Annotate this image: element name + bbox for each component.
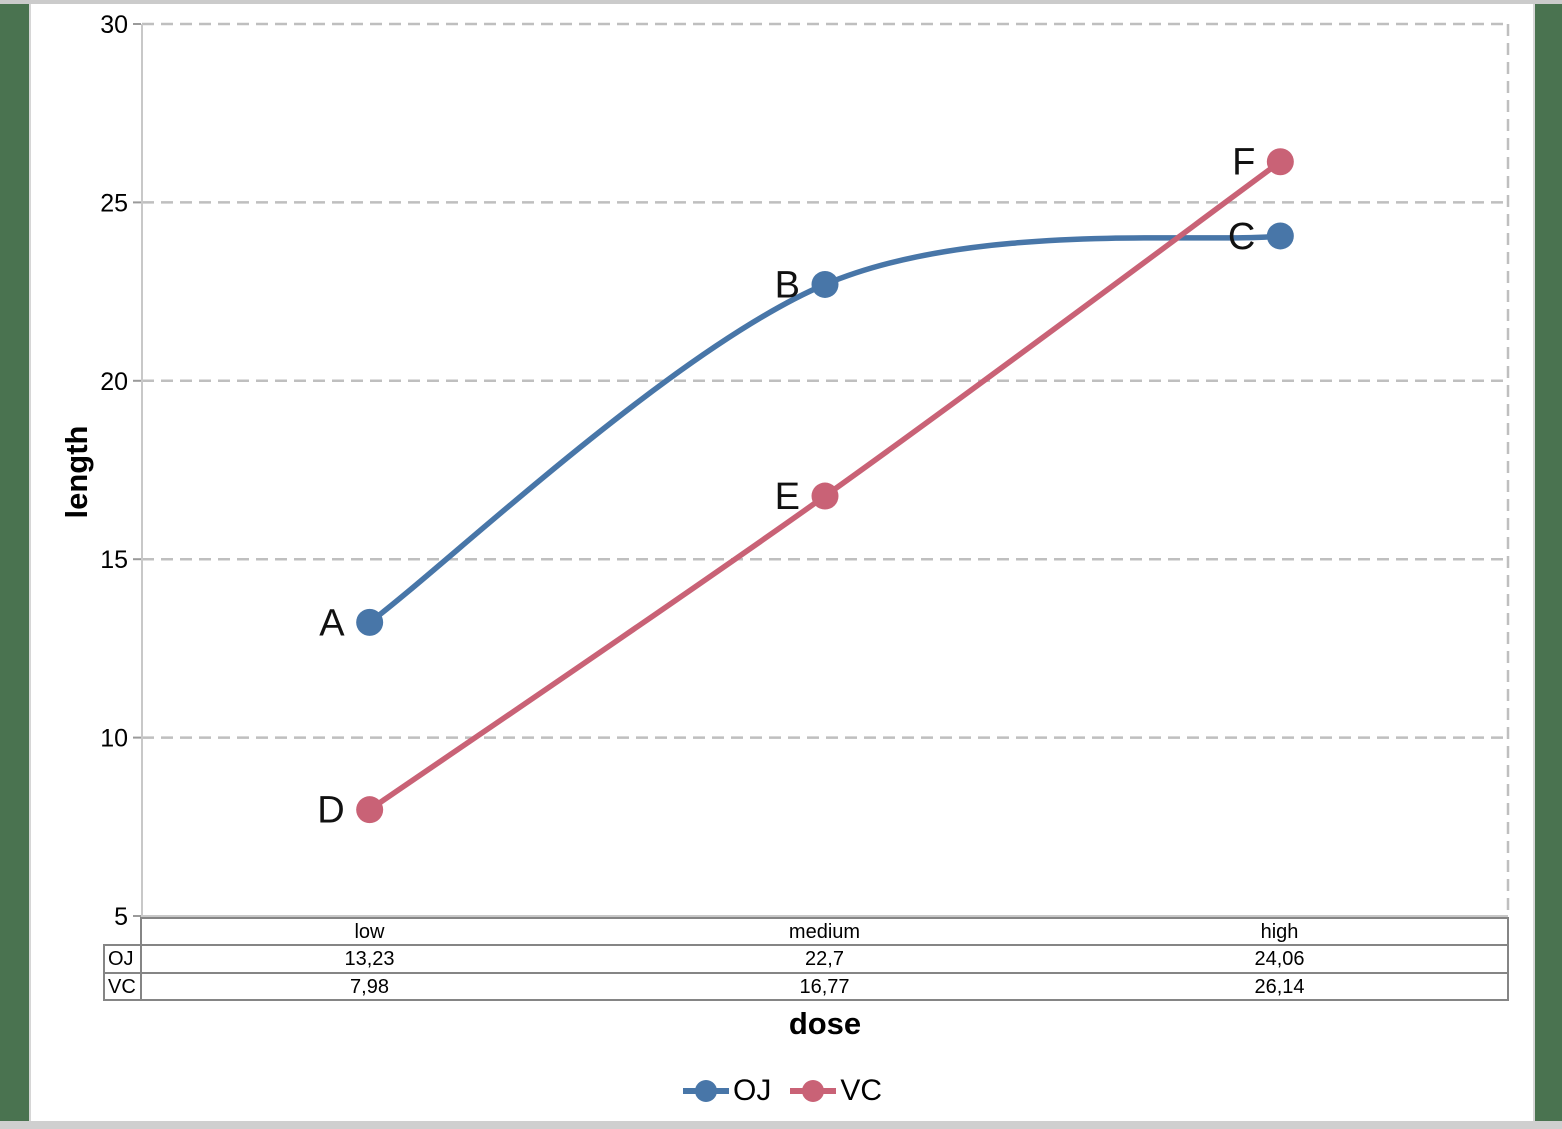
- table-col-header-high: high: [1260, 920, 1299, 943]
- table-row-label-oj: OJ: [105, 946, 142, 972]
- table-row-oj: OJ 13,23 22,7 24,06: [103, 944, 1509, 974]
- y-tick-label: 30: [100, 11, 128, 39]
- table-cell-oj-low: 13,23: [344, 948, 395, 970]
- data-table-header-row: low medium high: [140, 917, 1509, 946]
- legend-item-vc: VC: [789, 1074, 882, 1108]
- legend-item-oj: OJ: [682, 1074, 771, 1108]
- table-col-header-medium: medium: [788, 920, 861, 943]
- table-cell-vc-high: 26,14: [1254, 975, 1305, 998]
- data-point-marker-e: [811, 482, 839, 510]
- y-tick-label: 25: [100, 189, 128, 217]
- x-axis-title: dose: [788, 1006, 862, 1041]
- point-label-b: B: [775, 264, 800, 306]
- y-tick-label: 5: [114, 903, 128, 931]
- data-point-marker-c: [1266, 222, 1294, 250]
- y-tick-label: 10: [100, 725, 128, 753]
- window-frame-right: [1533, 4, 1562, 1121]
- table-cell-vc-medium: 16,77: [799, 975, 850, 998]
- point-label-c: C: [1228, 216, 1255, 258]
- table-cell-oj-medium: 22,7: [805, 948, 844, 970]
- chart-legend: OJ VC: [31, 1068, 1533, 1114]
- window-frame-top: [0, 0, 1562, 4]
- table-cell-oj-high: 24,06: [1254, 948, 1305, 970]
- data-point-marker-f: [1266, 148, 1294, 176]
- point-label-d: D: [317, 790, 344, 832]
- vc-line-marker-icon: [790, 1080, 837, 1102]
- y-tick-label: 20: [100, 368, 128, 396]
- table-col-header-low: low: [354, 920, 385, 943]
- table-cell-vc-low: 7,98: [350, 975, 389, 998]
- table-row-vc: VC 7,98 16,77 26,14: [103, 972, 1509, 1001]
- legend-label-oj: OJ: [732, 1074, 772, 1107]
- table-row-label-vc: VC: [105, 974, 142, 999]
- legend-label-vc: VC: [840, 1074, 883, 1107]
- oj-line-marker-icon: [682, 1080, 729, 1102]
- window-frame-bottom: [0, 1121, 1562, 1129]
- data-point-marker-b: [811, 270, 839, 298]
- point-label-a: A: [319, 602, 345, 644]
- point-label-e: E: [775, 476, 800, 518]
- y-axis-title: length: [59, 425, 94, 519]
- y-tick-label: 15: [100, 546, 128, 574]
- window-frame-left: [0, 4, 31, 1121]
- point-label-f: F: [1232, 142, 1255, 184]
- data-point-marker-d: [356, 796, 384, 824]
- data-point-marker-a: [356, 608, 384, 636]
